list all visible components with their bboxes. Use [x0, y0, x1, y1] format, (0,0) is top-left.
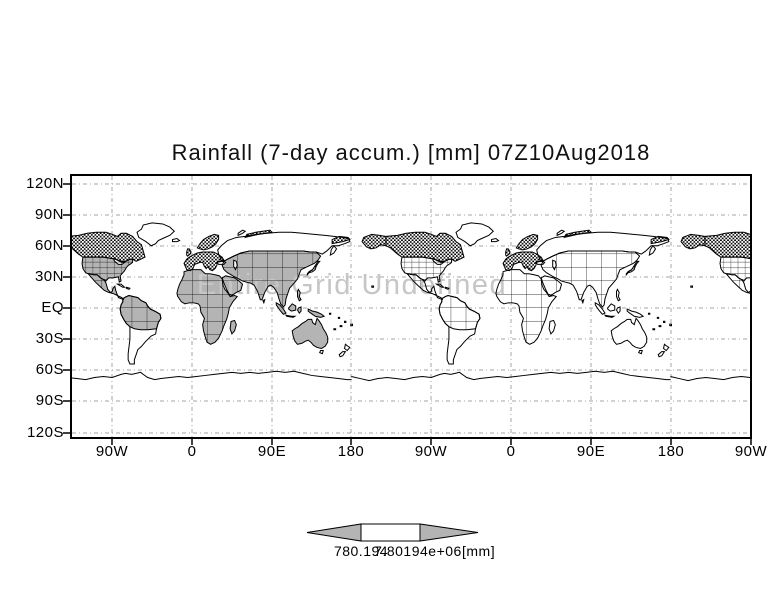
plot-frame — [70, 174, 752, 439]
lat-label-30s: 30S — [35, 330, 64, 347]
colorbar-unit: [mm] — [462, 543, 496, 559]
lon-label-1: 90W — [95, 443, 129, 460]
lat-label-60n: 60N — [34, 237, 64, 254]
colorbar-right-arrow — [419, 523, 479, 542]
continent-outlines — [72, 222, 750, 382]
colorbar — [306, 523, 479, 542]
lon-label-2: 0 — [187, 443, 197, 460]
lat-lon-gridlines — [72, 176, 750, 437]
lon-label-8: 180 — [657, 443, 685, 460]
lon-label-5: 90W — [414, 443, 448, 460]
lat-label-90n: 90N — [34, 206, 64, 223]
lat-label-60s: 60S — [35, 361, 64, 378]
colorbar-left-value: 780.194 — [333, 543, 389, 559]
colorbar-left-arrow — [306, 523, 362, 542]
lat-label-eq: EQ — [41, 299, 64, 316]
lon-label-7: 90E — [576, 443, 606, 460]
lat-label-90s: 90S — [35, 392, 64, 409]
lon-label-4: 180 — [337, 443, 365, 460]
page-title: Rainfall (7-day accum.) [mm] 07Z10Aug201… — [171, 140, 651, 165]
lat-label-120n: 120N — [26, 175, 64, 192]
lon-label-6: 0 — [506, 443, 516, 460]
lon-label-9: 90W — [734, 443, 768, 460]
lat-label-120s: 120S — [26, 424, 64, 441]
lat-label-30n: 30N — [34, 268, 64, 285]
lon-label-3: 90E — [257, 443, 287, 460]
axis-tick-marks — [63, 183, 752, 445]
colorbar-right-value: 7.80194e+06 — [374, 543, 462, 559]
colorbar-box — [360, 523, 421, 542]
